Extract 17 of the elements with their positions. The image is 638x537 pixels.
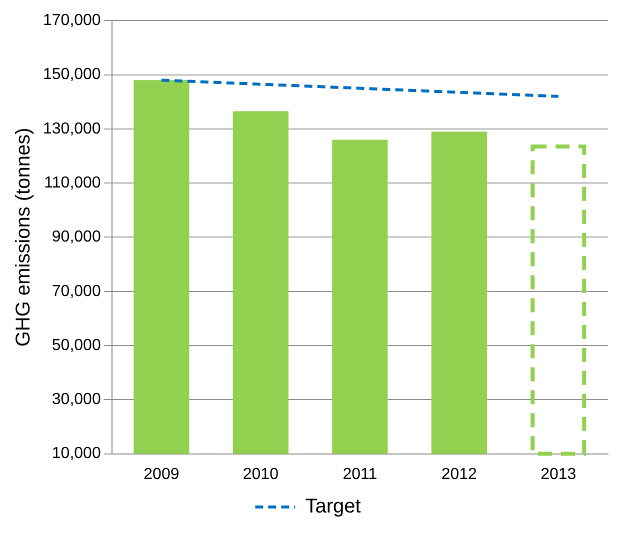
x-tick-label: 2011 xyxy=(342,466,378,483)
line-series xyxy=(160,78,560,98)
x-tick-label: 2009 xyxy=(144,466,180,483)
y-tick-label: 10,000 xyxy=(52,445,101,462)
y-tick-label: 30,000 xyxy=(52,391,101,408)
y-tick-label: 50,000 xyxy=(52,336,101,354)
y-tick-label: 150,000 xyxy=(42,66,101,84)
y-tick-label: 170,000 xyxy=(42,12,101,30)
x-tick-label: 2010 xyxy=(242,466,279,483)
x-tick-label: 2012 xyxy=(441,466,478,483)
y-tick-label: 130,000 xyxy=(42,120,101,138)
y-tick-label: 110,000 xyxy=(44,174,101,192)
y-axis-title: GHG emissions (tonnes) xyxy=(12,128,35,347)
y-tick-label: 70,000 xyxy=(52,282,101,300)
x-tick-label: 2013 xyxy=(540,466,576,483)
legend-label: Target xyxy=(305,496,362,518)
y-tick-label: 90,000 xyxy=(52,228,101,246)
